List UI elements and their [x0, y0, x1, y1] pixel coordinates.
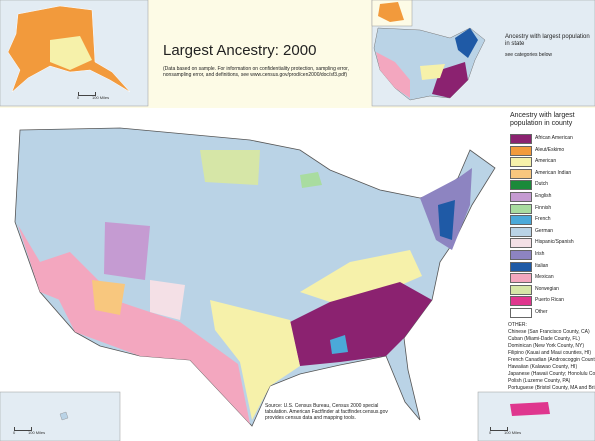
scale-bar — [14, 427, 32, 431]
scale-label: 100 Miles — [28, 430, 46, 435]
american-indian-region — [92, 280, 125, 315]
state-american — [420, 64, 445, 80]
legend-swatch — [510, 180, 532, 191]
legend-swatch — [510, 215, 532, 226]
legend-label: English — [535, 193, 552, 199]
legend-label: American Indian — [535, 169, 572, 176]
finnish-region — [300, 172, 322, 188]
puerto-rico — [510, 402, 550, 416]
state-alaska — [378, 2, 404, 22]
legend-label: Puerto Rican — [535, 297, 564, 304]
african-american-region — [290, 282, 432, 366]
english-region — [104, 222, 150, 280]
legend-label: Norwegian — [535, 285, 559, 292]
other-item: Japanese (Hawaii County; Honolulu County… — [508, 371, 595, 377]
legend-swatch — [510, 157, 532, 168]
california-mexican — [18, 225, 70, 300]
legend-label: Aleut/Eskimo — [535, 146, 565, 153]
other-item: Cuban (Miami-Dade County, FL) — [508, 336, 580, 342]
legend-label: Hispanic/Spanish — [535, 239, 574, 246]
legend-swatch — [510, 250, 532, 260]
legend-label: Finnish — [535, 204, 552, 211]
other-item: French Canadian (Androscoggin County, ME… — [508, 357, 595, 363]
scale-zero: 0 — [77, 95, 80, 100]
legend-swatch — [510, 296, 532, 307]
legend-label: French — [535, 216, 551, 223]
italian-region — [438, 200, 455, 240]
other-item: Filipino (Kauai and Maui counties, HI) — [508, 350, 592, 356]
scale-zero: 0 — [489, 430, 492, 435]
legend-swatch — [510, 308, 532, 318]
note: (Data based on sample. For information o… — [163, 66, 349, 78]
state-inset-title: Ancestry with largest population in stat… — [505, 34, 590, 47]
legend-swatch — [510, 273, 532, 284]
legend-title: Ancestry with largest population in coun… — [510, 112, 575, 127]
scale-label: 100 Miles — [92, 95, 110, 100]
legend-swatch — [510, 284, 532, 295]
legend-label: American — [535, 158, 557, 165]
legend-swatch — [510, 134, 532, 144]
legend-swatch — [510, 168, 532, 179]
mexican-region — [40, 252, 250, 424]
legend-swatch — [510, 145, 532, 156]
state-inset-subtitle: see categories below — [505, 52, 552, 58]
other-item: Hawaiian (Kalawao County, HI) — [508, 364, 578, 370]
legend-label: Dutch — [535, 181, 549, 188]
state-mexican — [376, 52, 410, 98]
other-item: Polish (Luzerne County, PA) — [508, 378, 571, 384]
legend-label: Mexican — [535, 274, 554, 281]
scale-zero: 0 — [13, 430, 16, 435]
hawaii — [59, 411, 69, 421]
texas-american — [210, 300, 300, 420]
legend-swatch — [510, 226, 532, 237]
scale-label: 100 Miles — [504, 430, 522, 435]
norwegian-region — [200, 150, 260, 185]
other-title: OTHER: — [508, 322, 527, 328]
legend-label: Italian — [535, 262, 549, 269]
state-italian — [455, 28, 478, 58]
legend-swatch — [510, 261, 532, 272]
scale-bar — [490, 427, 508, 431]
title: Largest Ancestry: 2000 — [163, 42, 317, 59]
source: Source: U.S. Census Bureau, Census 2000 … — [265, 403, 388, 421]
pr-inset — [477, 391, 595, 441]
legend-swatch — [510, 192, 532, 202]
french-region — [330, 335, 348, 354]
legend-swatch — [510, 203, 532, 214]
hispanic-region — [150, 280, 185, 320]
other-item: Portuguese (Bristol County, MA and Brist… — [508, 385, 595, 391]
legend-label: Other — [535, 309, 548, 315]
legend-label: African American — [535, 135, 573, 141]
hawaii-inset — [0, 391, 121, 441]
legend-label: German — [535, 227, 554, 234]
legend-swatch — [510, 238, 532, 249]
scale-bar — [78, 92, 96, 96]
legend-label: Irish — [535, 251, 545, 257]
other-item: Chinese (San Francisco County, CA) — [508, 329, 590, 335]
alaska-region — [50, 36, 92, 70]
other-item: Dominican (New York County, NY) — [508, 343, 585, 349]
